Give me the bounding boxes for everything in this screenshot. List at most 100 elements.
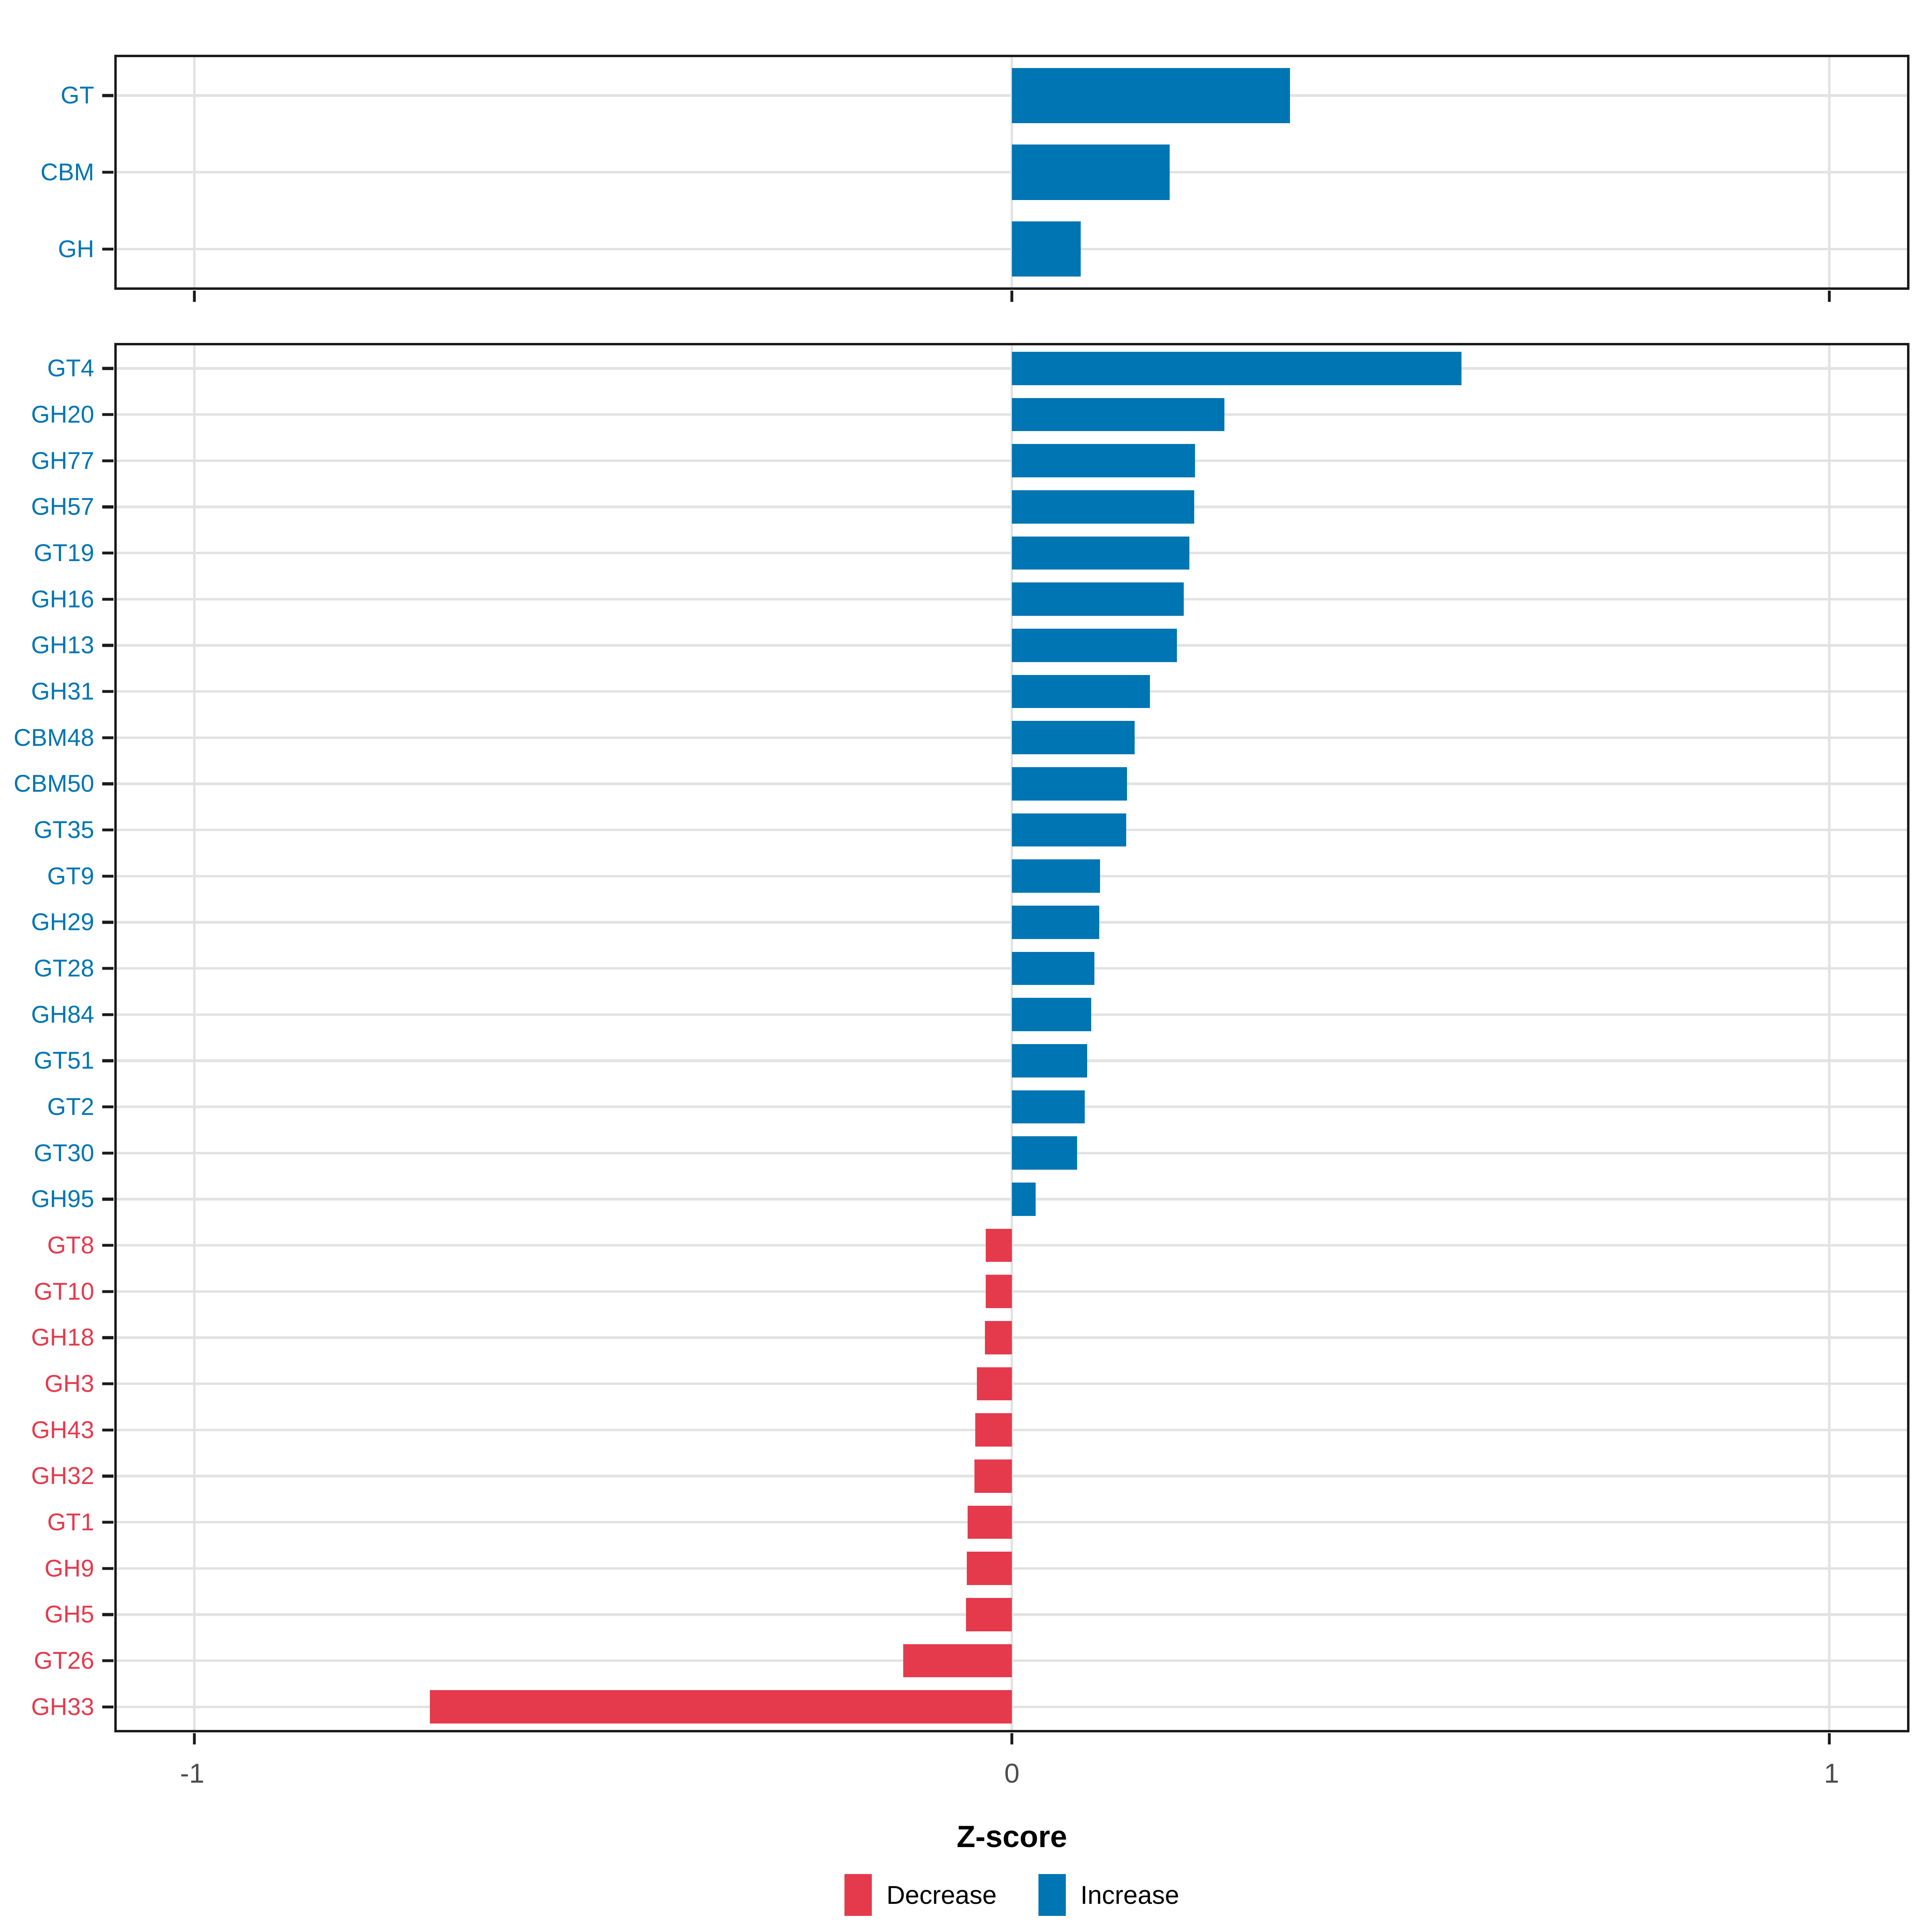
category-label-GH18: GH18 xyxy=(31,1324,94,1351)
bar-row-GT35: GT35 xyxy=(34,807,1907,853)
category-label-GT2: GT2 xyxy=(47,1093,94,1120)
y-axis-tick-mark-GT30 xyxy=(102,1152,114,1155)
bar-GH16 xyxy=(1012,582,1184,616)
y-axis-tick-mark-GH xyxy=(102,248,114,251)
category-label-GT28: GT28 xyxy=(33,954,94,982)
bar-row-GT2: GT2 xyxy=(47,1084,1907,1130)
y-axis-tick-mark-GT8 xyxy=(102,1244,114,1247)
y-axis-tick-mark-GH32 xyxy=(102,1474,114,1478)
y-axis-tick-mark-GT51 xyxy=(102,1059,114,1062)
bar-row-GT30: GT30 xyxy=(34,1130,1907,1176)
bar-row-GH57: GH57 xyxy=(31,484,1907,530)
y-axis-tick-mark-GH84 xyxy=(102,1013,114,1016)
bar-GH57 xyxy=(1012,490,1194,524)
category-label-GH31: GH31 xyxy=(31,677,94,705)
category-label-GH20: GH20 xyxy=(31,400,94,428)
bar-row-GT51: GT51 xyxy=(34,1038,1907,1084)
bar-GH31 xyxy=(1012,675,1150,708)
category-label-GT19: GT19 xyxy=(33,539,94,566)
category-label-GH32: GH32 xyxy=(31,1462,94,1490)
y-axis-tick-mark-GH16 xyxy=(102,598,114,601)
bar-GH xyxy=(1012,221,1081,277)
bar-row-GT26: GT26 xyxy=(34,1638,1907,1684)
y-axis-tick-mark-GH57 xyxy=(102,505,114,508)
y-axis-tick-mark-GT2 xyxy=(102,1105,114,1108)
bar-row-GT: GT xyxy=(61,57,1907,134)
bar-GH32 xyxy=(974,1459,1012,1493)
summary-panel: GT CBM GH xyxy=(41,55,1909,302)
horizontal-gridline xyxy=(117,1382,1907,1385)
category-label-GH13: GH13 xyxy=(31,632,94,659)
bar-row-GT28: GT28 xyxy=(34,945,1907,992)
category-label-GH43: GH43 xyxy=(31,1416,94,1443)
category-label-GH84: GH84 xyxy=(31,1001,94,1028)
horizontal-gridline xyxy=(117,1244,1907,1247)
horizontal-gridline xyxy=(117,1567,1907,1570)
category-label-GH33: GH33 xyxy=(31,1693,94,1720)
vertical-gridline-1 xyxy=(1828,345,1831,1730)
y-axis-tick-mark-GT1 xyxy=(102,1521,114,1524)
bar-row-GH29: GH29 xyxy=(31,899,1907,945)
category-label-GH77: GH77 xyxy=(31,447,94,474)
bar-row-GH: GH xyxy=(58,211,1907,287)
bar-row-GH77: GH77 xyxy=(31,438,1907,484)
y-axis-tick-mark-GH77 xyxy=(102,459,114,462)
bar-GH84 xyxy=(1012,998,1091,1031)
bar-row-GH32: GH32 xyxy=(31,1453,1907,1499)
horizontal-gridline xyxy=(117,1705,1907,1708)
bar-GT51 xyxy=(1012,1044,1087,1077)
category-label-GH5: GH5 xyxy=(44,1601,94,1628)
category-label-GT1: GT1 xyxy=(47,1508,94,1536)
x-axis-tick-label--1: -1 xyxy=(180,1758,204,1789)
y-axis-tick-mark-CBM xyxy=(102,171,114,174)
y-axis-tick-mark-GH31 xyxy=(102,690,114,693)
bar-GH20 xyxy=(1012,398,1225,431)
x-axis-title: Z-score xyxy=(956,1820,1067,1854)
y-axis-tick-mark-GH5 xyxy=(102,1613,114,1616)
bar-row-GT19: GT19 xyxy=(34,530,1907,576)
category-label-GH57: GH57 xyxy=(31,493,94,520)
increase-color-swatch xyxy=(1038,1874,1066,1916)
horizontal-gridline xyxy=(117,1290,1907,1293)
horizontal-gridline xyxy=(117,1521,1907,1524)
category-label-GT30: GT30 xyxy=(33,1139,94,1166)
category-label-GH3: GH3 xyxy=(44,1370,94,1397)
bar-row-GH5: GH5 xyxy=(45,1591,1907,1638)
category-label-GH: GH xyxy=(58,235,94,262)
bar-GH33 xyxy=(429,1690,1012,1724)
bar-row-GH33: GH33 xyxy=(31,1684,1907,1730)
bar-GH77 xyxy=(1012,444,1195,477)
bar-row-GT10: GT10 xyxy=(34,1268,1907,1315)
category-label-GT51: GT51 xyxy=(33,1047,94,1074)
bar-row-GH84: GH84 xyxy=(31,991,1907,1038)
y-axis-tick-mark-GH13 xyxy=(102,644,114,647)
family-panel: GT4 GH20 GH77 GH57 GT19 GH16 GH13 GH31 CBM48 CBM5… xyxy=(14,343,1909,1744)
category-label-GH95: GH95 xyxy=(31,1185,94,1213)
x-axis-tick-mark-0 xyxy=(1010,291,1013,302)
bar-GT xyxy=(1012,68,1290,123)
bar-GH3 xyxy=(976,1367,1012,1401)
legend-label-increase: Increase xyxy=(1080,1880,1179,1909)
horizontal-gridline xyxy=(117,1336,1907,1339)
bar-GT19 xyxy=(1012,536,1189,570)
y-axis-tick-mark-GH29 xyxy=(102,921,114,924)
bar-row-GH20: GH20 xyxy=(31,392,1907,438)
bar-row-GH18: GH18 xyxy=(31,1315,1907,1361)
bar-GT1 xyxy=(968,1505,1012,1539)
bar-row-GH3: GH3 xyxy=(45,1361,1907,1407)
y-axis-tick-mark-GH43 xyxy=(102,1428,114,1432)
y-axis-tick-mark-CBM50 xyxy=(102,782,114,785)
y-axis-tick-mark-GH20 xyxy=(102,413,114,416)
bar-row-GH95: GH95 xyxy=(31,1176,1907,1222)
x-axis-tick-mark--1 xyxy=(193,1733,196,1744)
bar-GH18 xyxy=(985,1321,1012,1354)
bar-GH5 xyxy=(966,1598,1012,1631)
x-axis-tick-label-1: 1 xyxy=(1824,1758,1839,1789)
bar-row-GT1: GT1 xyxy=(47,1499,1907,1546)
bar-row-CBM48: CBM48 xyxy=(14,714,1907,761)
x-axis-tick-mark-0 xyxy=(1010,1733,1013,1744)
bar-CBM50 xyxy=(1012,767,1127,801)
y-axis-tick-mark-GH3 xyxy=(102,1382,114,1385)
y-axis-tick-mark-CBM48 xyxy=(102,736,114,739)
